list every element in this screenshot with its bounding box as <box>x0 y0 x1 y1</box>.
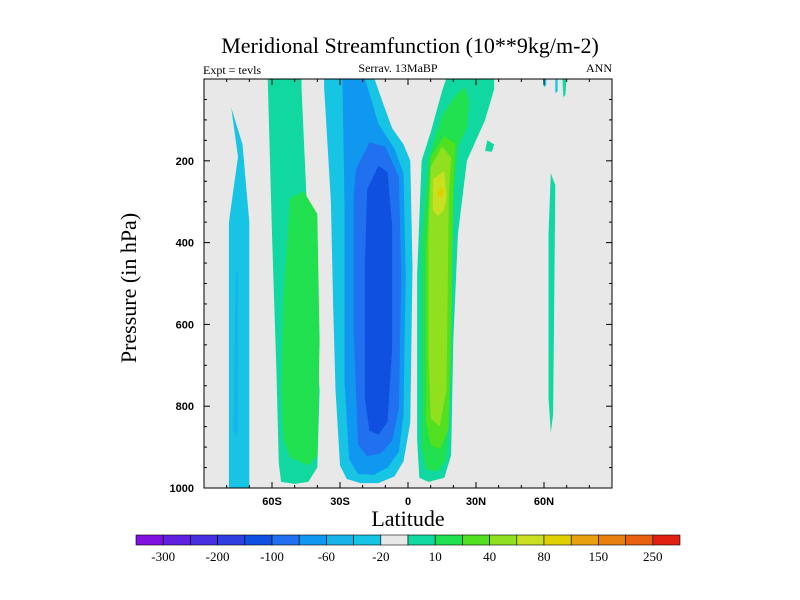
sh-ferrel-cell-inner <box>281 191 320 466</box>
colorbar-swatch <box>543 534 572 546</box>
nh-upper-patch-1 <box>466 79 478 102</box>
nh-upper-speck-2 <box>555 79 558 94</box>
colorbar-swatch <box>271 534 300 546</box>
colorbar-swatch <box>407 534 436 546</box>
x-tick-label: 60S <box>262 496 282 508</box>
center-label: Serrav. 13MaBP <box>358 61 438 75</box>
nh-hadley-cell-60 <box>428 146 452 427</box>
colorbar-swatch <box>135 534 164 546</box>
chart-title: Meridional Streamfunction (10**9kg/m-2) <box>221 33 599 58</box>
colorbar-swatch <box>598 534 626 546</box>
colorbar-swatch <box>652 534 681 546</box>
nh-upper-speck-3 <box>562 79 567 98</box>
colorbar-label: -300 <box>151 549 175 564</box>
colorbar-swatch <box>190 534 218 546</box>
colorbar-swatch <box>434 534 463 546</box>
colorbar-swatch <box>516 534 545 546</box>
nh-polar-wisp <box>548 173 556 433</box>
colorbar-swatch <box>298 534 327 546</box>
colorbar-swatch <box>353 534 382 546</box>
x-tick-label: 30S <box>330 496 350 508</box>
x-axis-label: Latitude <box>371 506 444 531</box>
x-tick-label: 60N <box>534 496 554 508</box>
colorbar-label: -200 <box>206 549 230 564</box>
sh-hadley-cell-80 <box>374 177 384 272</box>
sh-hadley-cell-60 <box>364 165 393 435</box>
colorbar-label: 150 <box>589 549 609 564</box>
colorbar-swatch <box>326 534 354 546</box>
colorbar: -300 -200 -100 -60 -20 10 40 80 150 250 <box>135 534 681 564</box>
contour-fields <box>228 79 567 488</box>
y-axis: 200 400 600 800 1000 <box>170 98 612 495</box>
colorbar-label: 40 <box>483 549 496 564</box>
experiment-label: Expt = tevls <box>203 63 261 77</box>
x-axis: 60S 30S 0 30N 60N <box>203 79 613 508</box>
x-tick-label: 0 <box>405 496 411 508</box>
nh-hadley-cell-100 <box>437 187 445 198</box>
colorbar-label: -20 <box>372 549 389 564</box>
season-label: ANN <box>586 61 612 75</box>
colorbar-label: 10 <box>429 549 442 564</box>
colorbar-swatch <box>570 534 599 546</box>
sh-polar-cell-outer <box>228 107 250 488</box>
y-tick-label: 400 <box>176 238 194 250</box>
colorbar-swatch <box>380 534 409 546</box>
sh-polar-cell-core <box>233 271 238 437</box>
y-tick-label: 600 <box>176 319 194 331</box>
colorbar-label: 250 <box>643 549 663 564</box>
colorbar-swatch <box>244 534 273 546</box>
y-tick-label: 200 <box>176 156 194 168</box>
y-axis-label: Pressure (in hPa) <box>116 213 141 363</box>
colorbar-swatch <box>625 534 654 546</box>
colorbar-swatch <box>217 534 246 546</box>
colorbar-swatch <box>462 534 490 546</box>
y-tick-label: 800 <box>176 401 194 413</box>
x-tick-label: 30N <box>466 496 486 508</box>
colorbar-label: -60 <box>318 549 335 564</box>
colorbar-label: 80 <box>538 549 551 564</box>
colorbar-label: -100 <box>260 549 284 564</box>
colorbar-swatch <box>162 534 191 546</box>
nh-upper-patch-2 <box>485 140 495 152</box>
colorbar-swatch <box>489 534 518 546</box>
y-tick-label: 1000 <box>170 483 194 495</box>
